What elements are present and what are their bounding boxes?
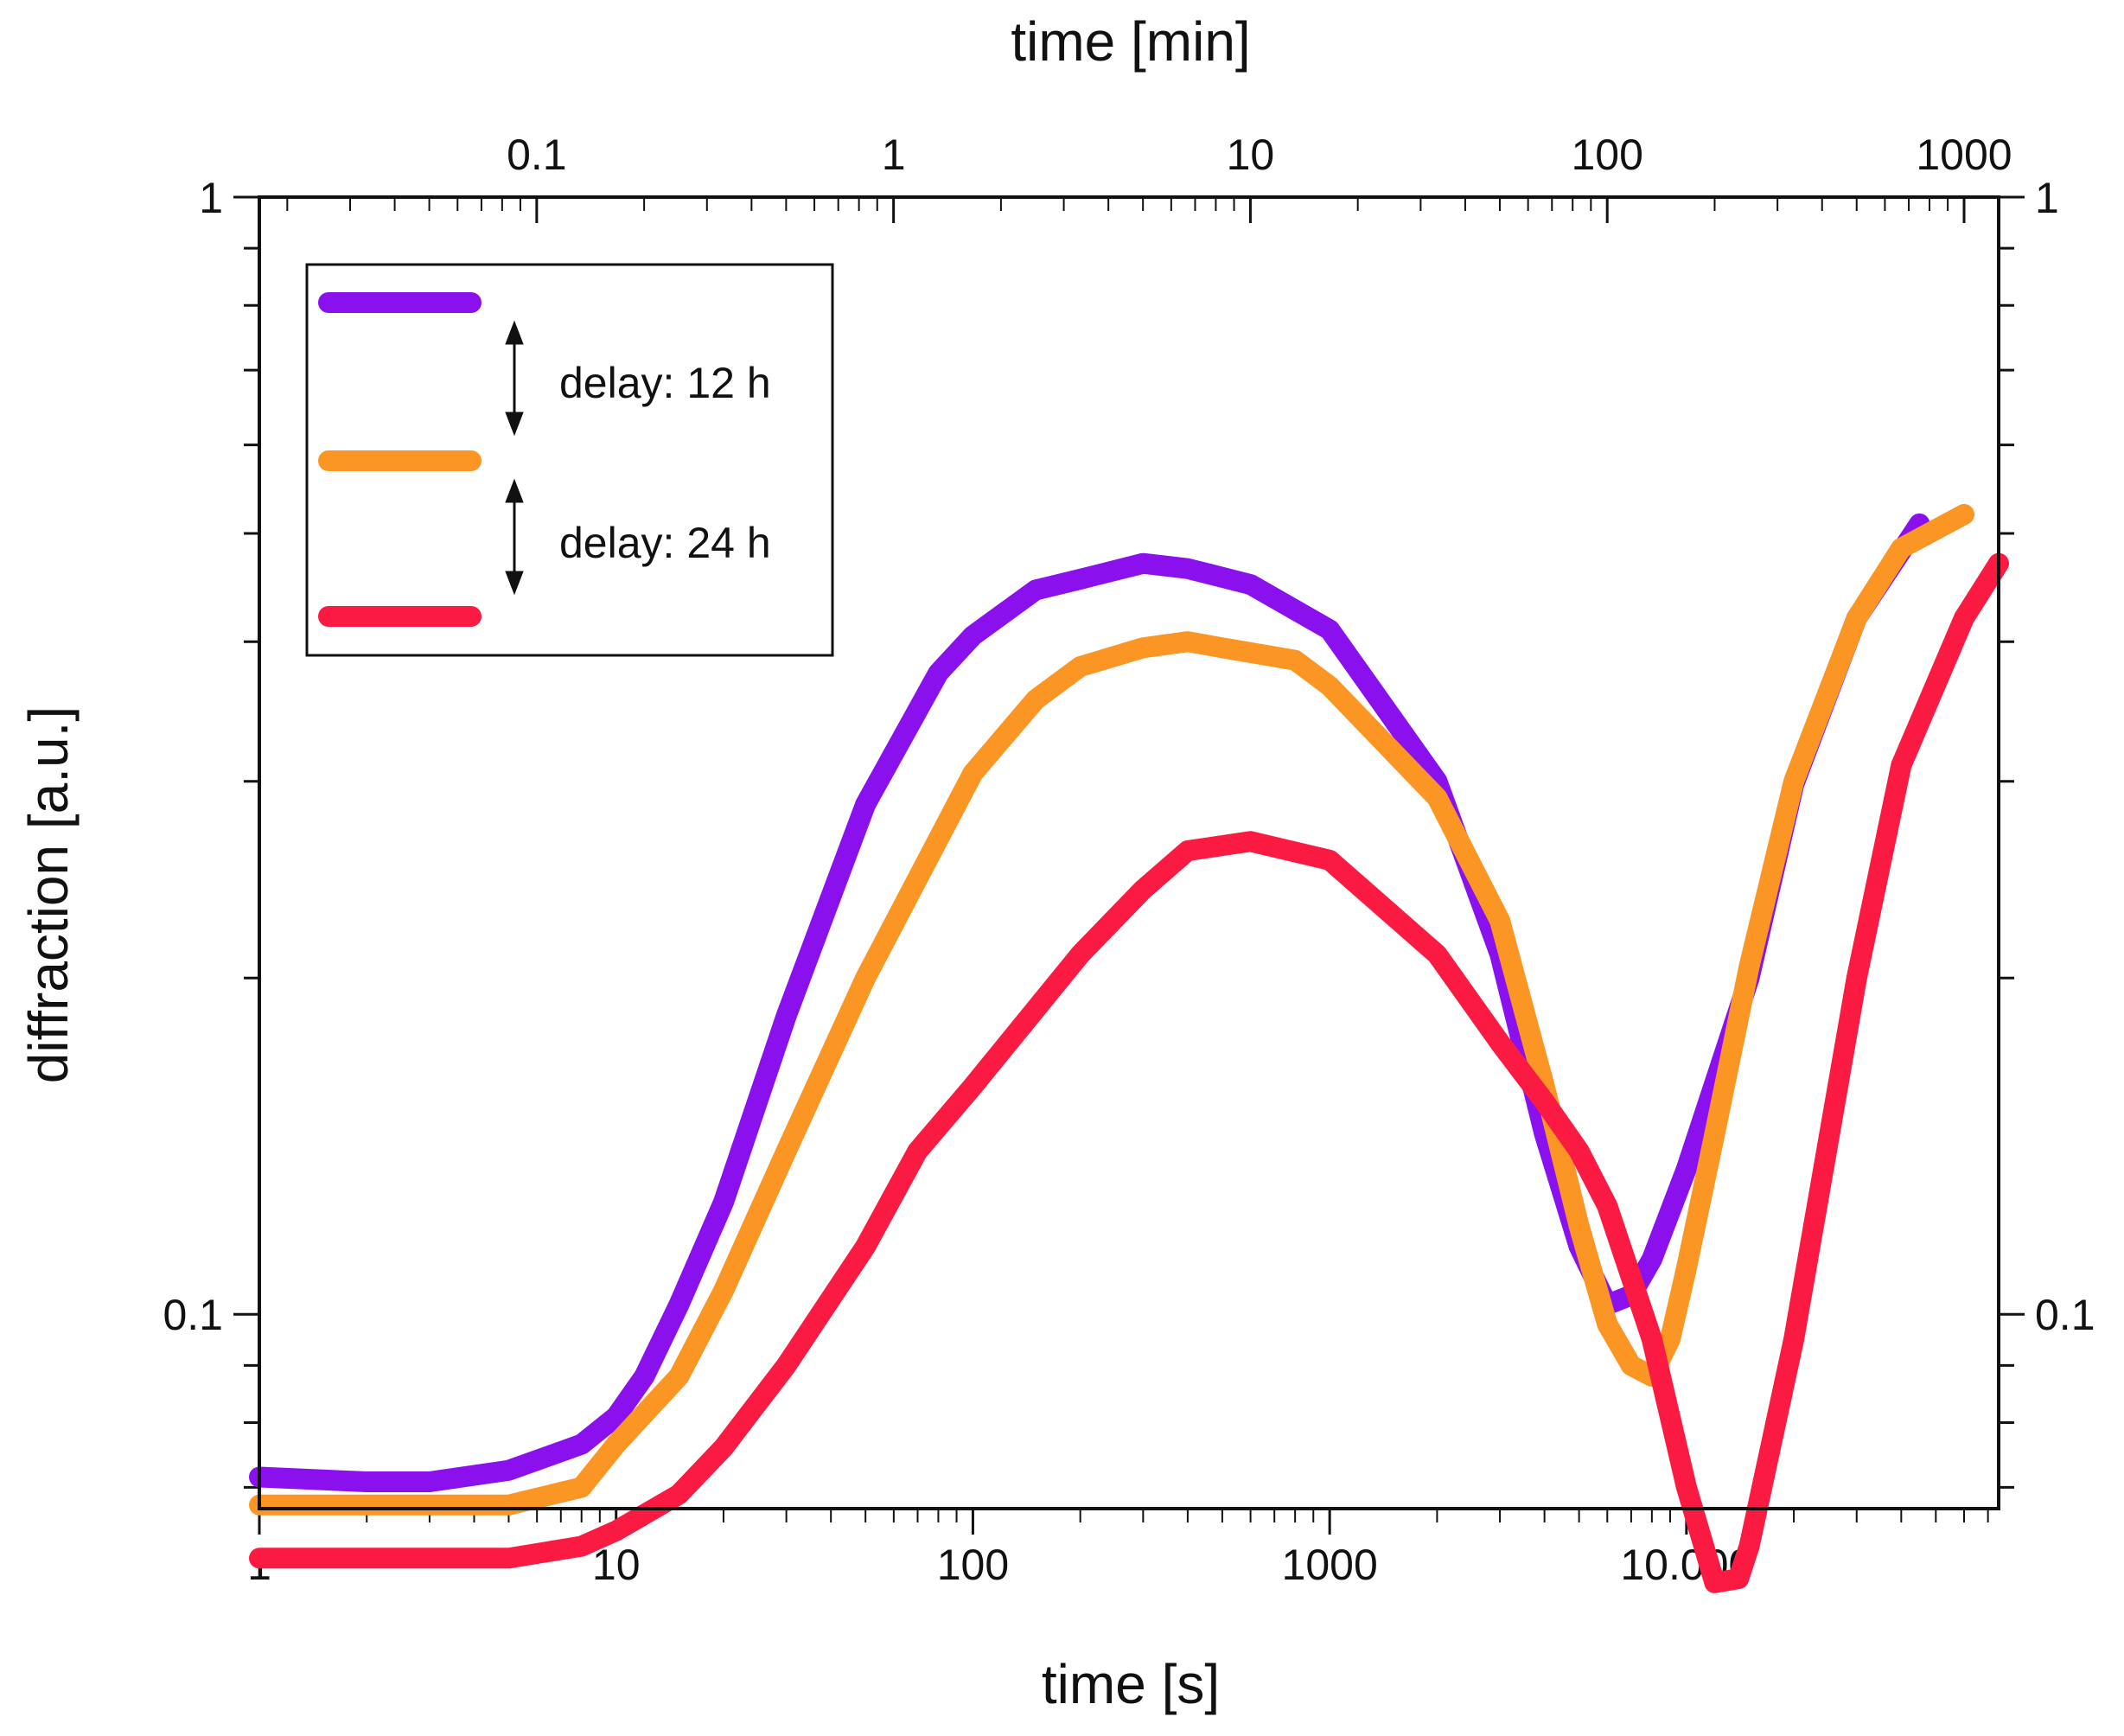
y-axis-title: diffraction [a.u.] xyxy=(17,706,80,1083)
y2-tick-label: 1 xyxy=(2035,174,2059,222)
y-tick-label: 1 xyxy=(199,174,223,222)
series-line-red xyxy=(249,552,2009,1593)
x-axis-title: time [s] xyxy=(1042,1653,1220,1715)
x2-tick-label: 0.1 xyxy=(507,131,567,179)
double-arrow-icon xyxy=(505,478,524,596)
series-line-orange xyxy=(249,504,1974,1516)
x2-tick-label: 1000 xyxy=(1916,131,2012,179)
plot-frame xyxy=(258,195,2000,1510)
x2-tick-label: 10 xyxy=(1227,131,1275,179)
legend: delay: 12 h delay: 24 h xyxy=(305,263,834,657)
series-layer xyxy=(249,504,2009,1593)
legend-annotation-24h: delay: 24 h xyxy=(559,519,771,567)
x-tick-label: 1000 xyxy=(1282,1541,1378,1589)
x2-tick-label: 100 xyxy=(1571,131,1642,179)
x-tick-label: 100 xyxy=(937,1541,1009,1589)
x2-axis-title: time [min] xyxy=(1011,10,1250,73)
x2-tick-label: 1 xyxy=(882,131,906,179)
y-tick-label: 0.1 xyxy=(163,1291,223,1339)
double-arrow-icon xyxy=(505,320,524,437)
series-line-purple xyxy=(249,513,1930,1492)
y2-tick-label: 0.1 xyxy=(2035,1291,2095,1339)
legend-annotation-12h: delay: 12 h xyxy=(559,359,771,407)
